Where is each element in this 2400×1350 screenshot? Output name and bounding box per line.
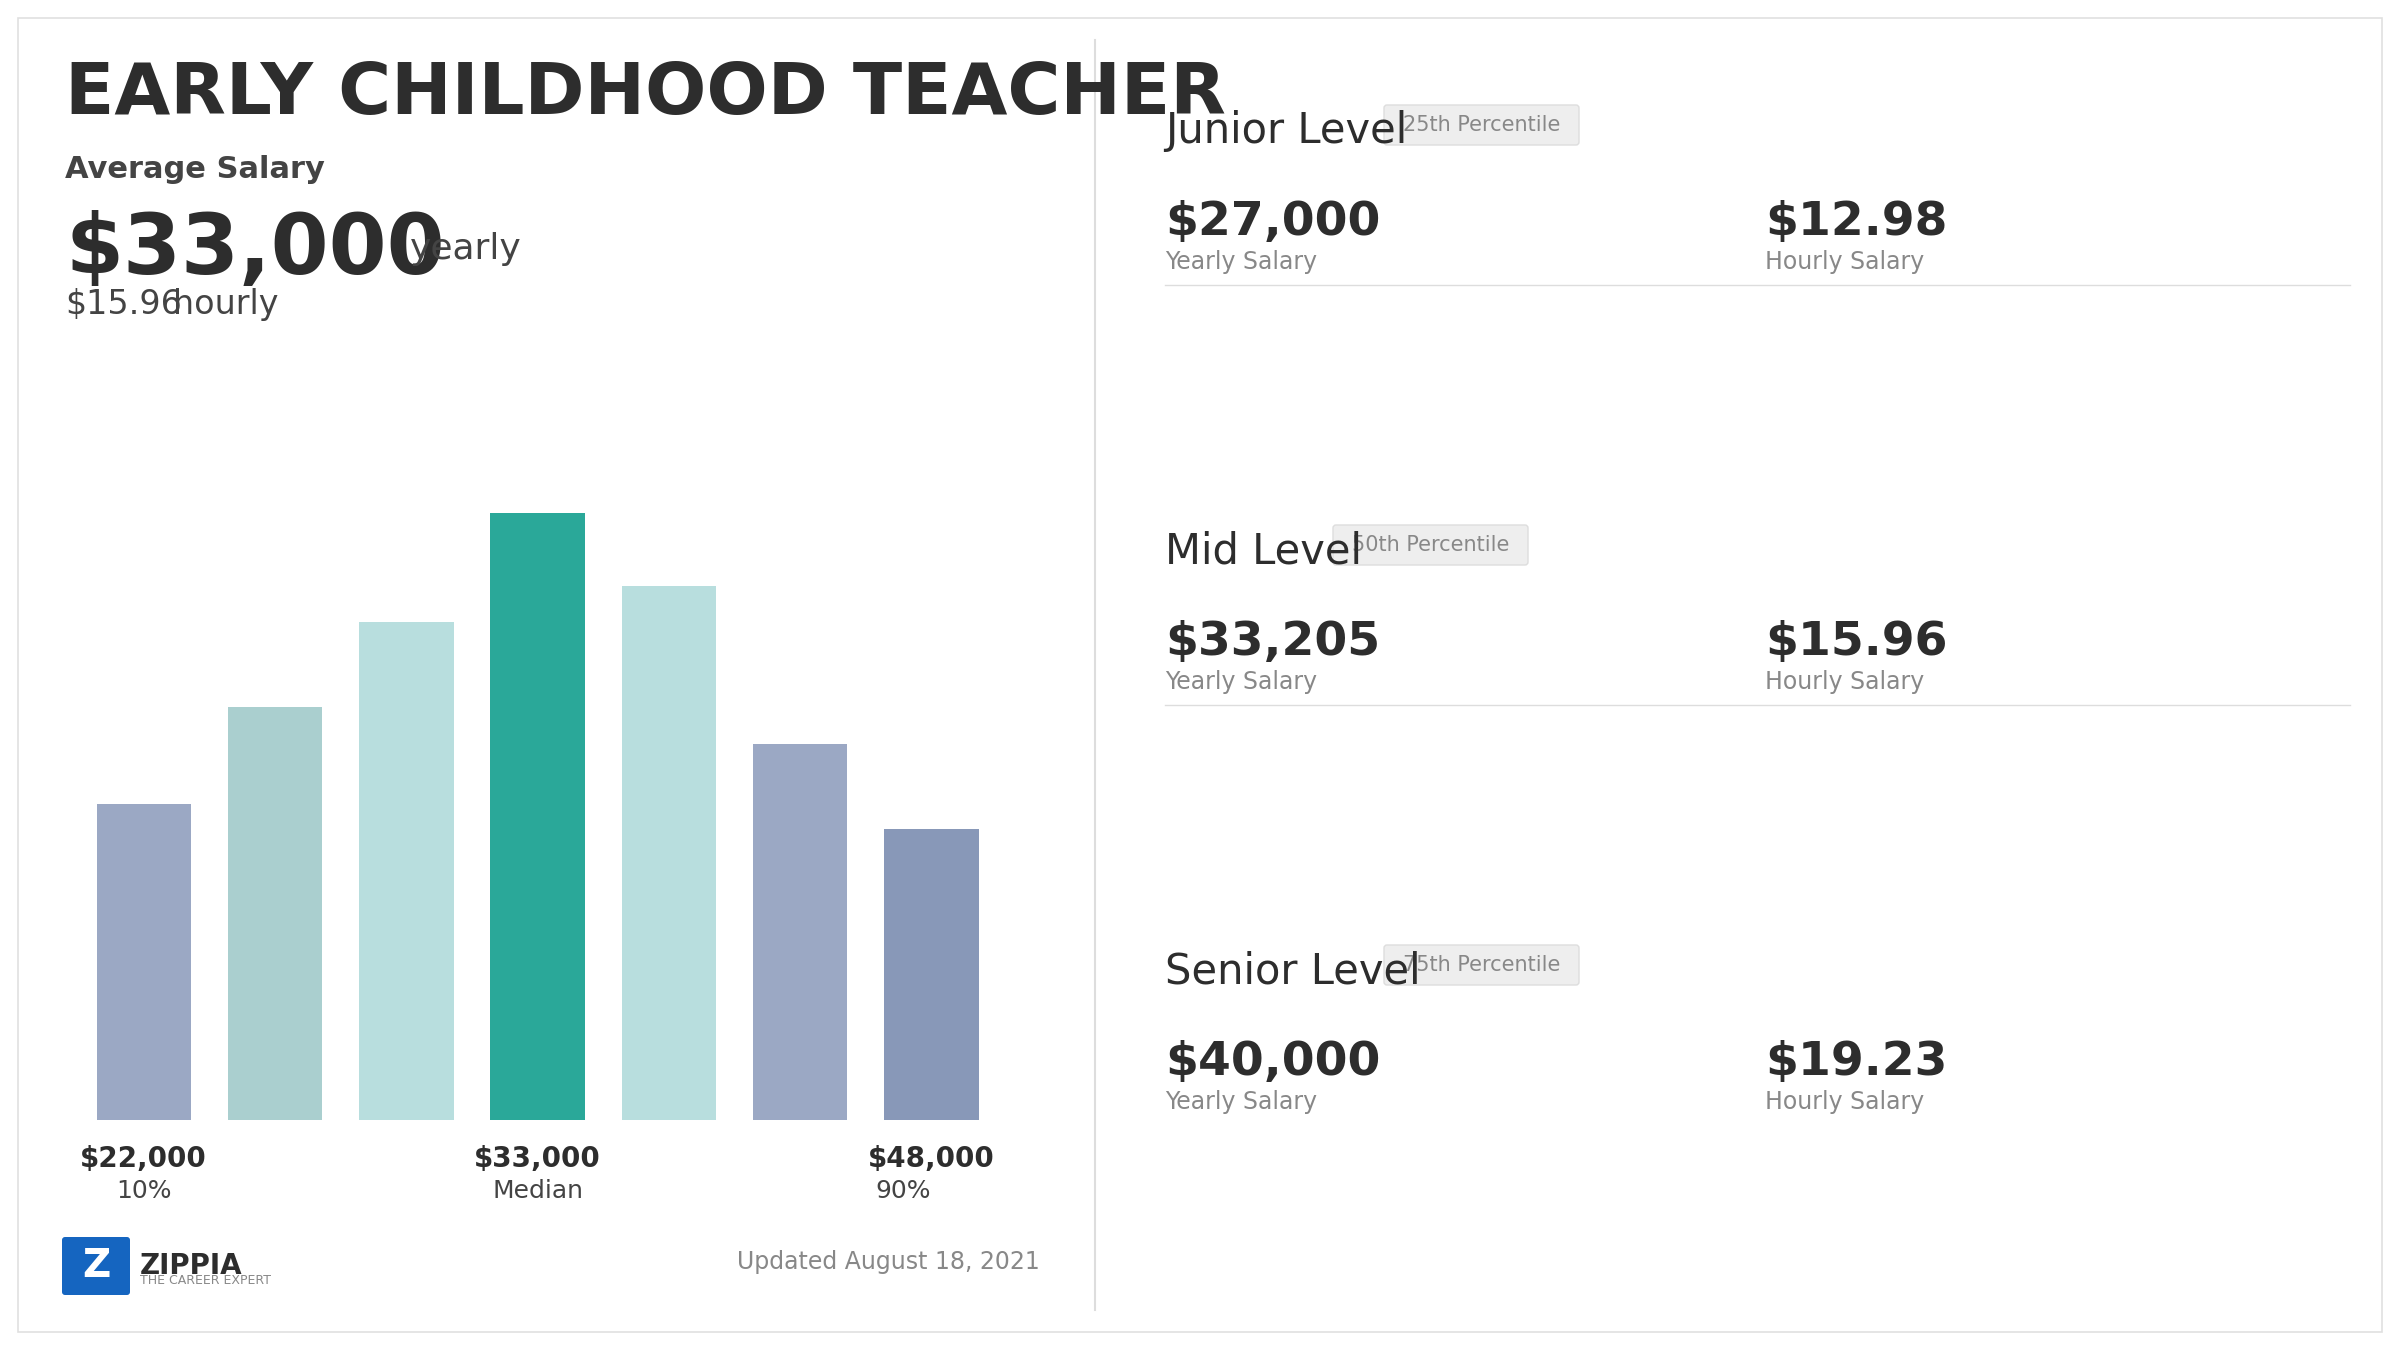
Bar [490,513,586,1120]
Text: 10%: 10% [115,1179,170,1203]
Text: Yearly Salary: Yearly Salary [1164,1089,1318,1114]
FancyBboxPatch shape [1385,105,1579,144]
Text: $33,000: $33,000 [65,211,444,292]
Bar [754,744,847,1120]
Text: $22,000: $22,000 [79,1145,206,1173]
Text: 75th Percentile: 75th Percentile [1404,954,1560,975]
Text: Hourly Salary: Hourly Salary [1764,670,1925,694]
Bar [360,622,454,1120]
Text: Mid Level: Mid Level [1164,531,1363,572]
Text: Junior Level: Junior Level [1164,109,1406,153]
FancyBboxPatch shape [1385,945,1579,985]
Text: 25th Percentile: 25th Percentile [1404,115,1560,135]
Text: Yearly Salary: Yearly Salary [1164,670,1318,694]
Bar [622,586,715,1120]
Text: $27,000: $27,000 [1164,200,1380,244]
Text: Hourly Salary: Hourly Salary [1764,1089,1925,1114]
Text: Hourly Salary: Hourly Salary [1764,250,1925,274]
Text: hourly: hourly [173,288,278,321]
Text: $19.23: $19.23 [1764,1040,1946,1085]
Text: Average Salary: Average Salary [65,155,324,184]
FancyBboxPatch shape [1332,525,1529,566]
Text: Senior Level: Senior Level [1164,950,1421,992]
Text: yearly: yearly [410,232,521,266]
Text: $33,000: $33,000 [475,1145,600,1173]
FancyBboxPatch shape [62,1237,130,1295]
Bar [96,805,192,1120]
Text: Yearly Salary: Yearly Salary [1164,250,1318,274]
Bar [883,829,979,1120]
Text: $12.98: $12.98 [1764,200,1946,244]
Text: 90%: 90% [876,1179,931,1203]
Text: $15.96: $15.96 [65,288,182,321]
Text: EARLY CHILDHOOD TEACHER: EARLY CHILDHOOD TEACHER [65,59,1226,130]
Text: $48,000: $48,000 [869,1145,994,1173]
Text: Z: Z [82,1247,110,1285]
Text: $33,205: $33,205 [1164,620,1380,666]
Text: $40,000: $40,000 [1164,1040,1380,1085]
Text: ZIPPIA: ZIPPIA [139,1251,242,1280]
FancyBboxPatch shape [19,18,2381,1332]
Bar [228,707,322,1120]
Text: 50th Percentile: 50th Percentile [1351,535,1510,555]
Text: Median: Median [492,1179,583,1203]
Text: THE CAREER EXPERT: THE CAREER EXPERT [139,1274,271,1287]
Text: Updated August 18, 2021: Updated August 18, 2021 [737,1250,1039,1274]
Text: $15.96: $15.96 [1764,620,1946,666]
